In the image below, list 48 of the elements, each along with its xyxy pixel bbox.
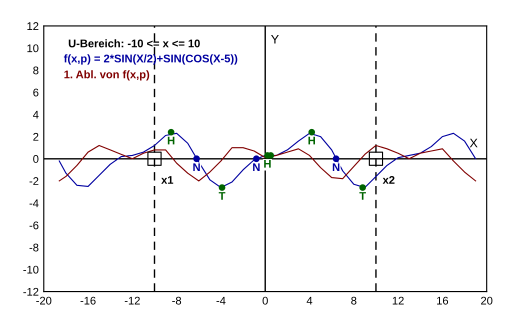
text: 1. Abl. von f(x,p) (64, 70, 150, 81)
y-tick-label: 0 (33, 155, 38, 163)
text: f(x,p) = 2*SIN(X/2)+SIN(COS(X-5)) (64, 54, 238, 65)
point (147, 152, 162, 166)
y-tick-label: 6 (33, 88, 38, 96)
annotation: H (168, 136, 174, 144)
y-tick-label: 10 (27, 44, 38, 52)
annotation: N (253, 163, 260, 171)
y-tick-label: -4 (30, 199, 39, 208)
y-tick-label: 12 (27, 22, 38, 30)
x-tick-label: 0 (262, 296, 268, 305)
y-tick-label: -8 (30, 244, 38, 252)
point (308, 128, 316, 136)
annotation: H (264, 160, 271, 168)
x-tick-label: -16 (80, 296, 96, 305)
point (332, 155, 340, 162)
point (193, 155, 200, 162)
y-tick-label: 8 (33, 66, 38, 74)
point (253, 155, 260, 162)
ref-line-label: x1 (161, 176, 174, 184)
annotation: N (332, 163, 340, 171)
point (368, 152, 384, 166)
annotation: U-Bereich: -10 <= x <= 10 (68, 39, 200, 48)
annotation: H (308, 136, 315, 144)
y-tick-label: -6 (30, 221, 38, 230)
x-tick-label: 16 (437, 296, 448, 305)
x-tick-label: -8 (172, 296, 182, 305)
x-tick-label: 8 (351, 296, 356, 305)
y-tick-label: 4 (32, 110, 39, 119)
y-tick-label: -2 (30, 177, 38, 185)
x-tick-label: -4 (216, 296, 226, 305)
y-tick-label: -10 (23, 266, 38, 274)
annotation: T (359, 192, 366, 200)
x-axis-title: X (470, 138, 478, 148)
y-tick-label: -12 (23, 288, 38, 296)
x-tick-label: 20 (481, 296, 492, 305)
annotation: N (193, 163, 200, 171)
x-tick-label: -12 (124, 296, 140, 305)
annotation: T (218, 192, 226, 200)
x-tick-label: -20 (36, 296, 52, 305)
y-axis-title: Y (271, 34, 279, 44)
x-tick-label: 12 (392, 296, 404, 305)
x-tick-label: 4 (306, 296, 312, 305)
ref-line-label: x2 (382, 176, 395, 184)
point (359, 184, 366, 191)
point (168, 128, 174, 136)
y-tick-label: 2 (33, 132, 38, 141)
point (218, 184, 226, 191)
